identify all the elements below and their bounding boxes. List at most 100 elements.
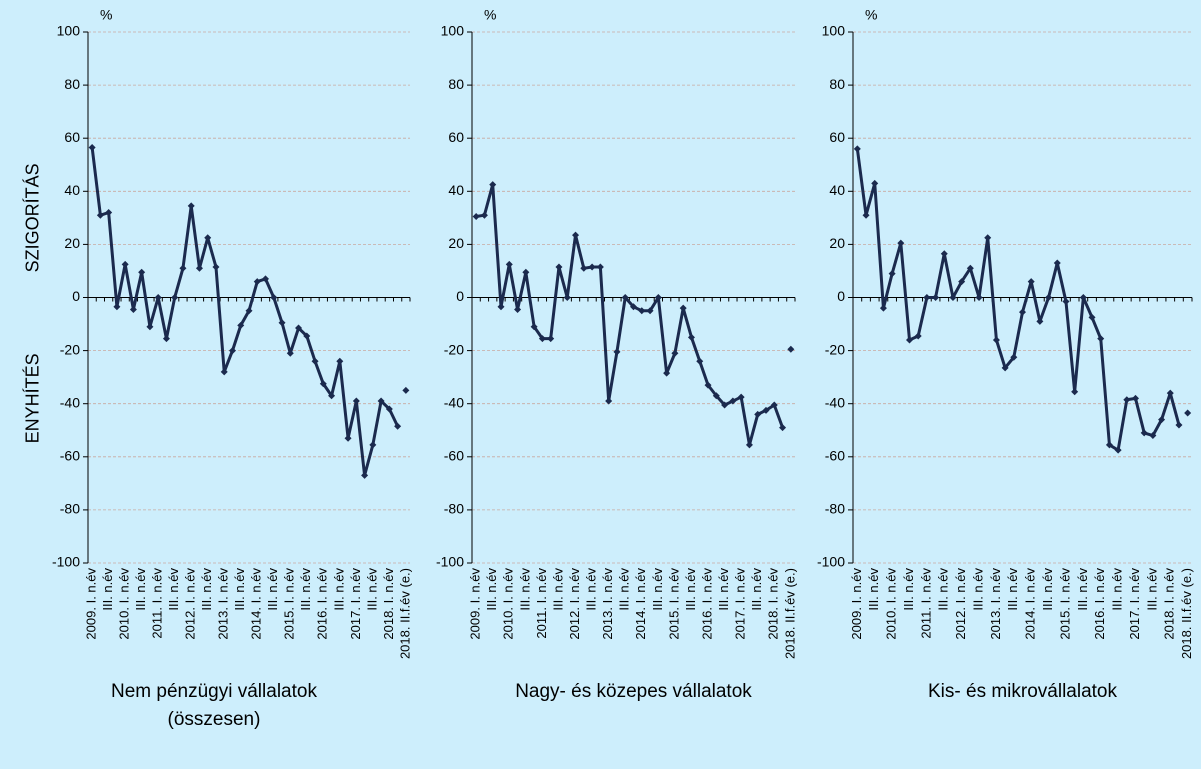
x-tick-label: III. n.év xyxy=(1075,568,1090,611)
y-tick-label: -80 xyxy=(444,501,464,517)
x-tick-label: 2015. I. n.év xyxy=(282,568,297,640)
point xyxy=(992,336,1000,344)
x-tick-label: III. n.év xyxy=(584,568,599,611)
x-tick-label: 2010. I. n.év xyxy=(117,568,132,640)
y-axis-annotation: ENYHÍTÉS xyxy=(23,353,43,443)
point xyxy=(1097,335,1105,343)
point xyxy=(770,401,778,409)
point xyxy=(286,349,294,357)
point xyxy=(671,349,679,357)
x-tick-label: 2018. I. n.év xyxy=(1162,568,1177,640)
x-tick-label: 2016. I. n.év xyxy=(1092,568,1107,640)
point xyxy=(105,209,113,217)
x-tick-label: 2009. I. n.év xyxy=(468,568,483,640)
point xyxy=(328,392,336,400)
x-tick-label: 2012. I. n.év xyxy=(183,568,198,640)
point xyxy=(745,441,753,449)
point xyxy=(958,278,966,286)
y-tick-label: -20 xyxy=(444,341,464,357)
point xyxy=(1123,396,1131,404)
x-tick-label: III. n.év xyxy=(232,568,247,611)
point xyxy=(940,250,948,258)
point xyxy=(319,380,327,388)
y-tick-label: 60 xyxy=(448,129,464,145)
line xyxy=(475,183,784,447)
x-tick-label: III. n.év xyxy=(901,568,916,611)
point xyxy=(394,422,402,430)
x-tick-label: III. n.év xyxy=(166,568,181,611)
point xyxy=(555,263,563,271)
point xyxy=(871,179,879,187)
x-tick-label: 2014. I. n.év xyxy=(633,568,648,640)
point xyxy=(262,275,270,283)
point xyxy=(369,441,377,449)
y-tick-label: -40 xyxy=(444,394,464,410)
x-tick-label: 2018. I. n.év xyxy=(381,568,396,640)
y-tick-label: -40 xyxy=(825,394,845,410)
y-tick-label: -100 xyxy=(817,554,845,570)
x-tick-label: 2010. I. n.év xyxy=(501,568,516,640)
panel-title: Nem pénzügyi vállalatok (összesen) xyxy=(111,681,317,730)
point xyxy=(237,321,245,329)
point xyxy=(530,323,538,331)
x-tick-label: III. n.év xyxy=(298,568,313,611)
y-tick-label: 0 xyxy=(837,288,845,304)
x-tick-label: 2012. I. n.év xyxy=(567,568,582,640)
point xyxy=(154,294,162,301)
point xyxy=(1105,441,1113,449)
panel-title: Kis- és mikrovállalatok xyxy=(928,681,1117,702)
y-tick-label: -20 xyxy=(825,341,845,357)
point xyxy=(121,260,129,268)
point xyxy=(621,294,629,301)
x-tick-label: 2009. I. n.év xyxy=(849,568,864,640)
y-tick-label: 40 xyxy=(829,182,845,198)
x-tick-label: III. n.év xyxy=(1040,568,1055,611)
point xyxy=(704,381,712,389)
panel-title: Nagy- és közepes vállalatok xyxy=(515,681,752,702)
x-tick-label: III. n.év xyxy=(683,568,698,611)
point xyxy=(862,211,870,219)
point xyxy=(888,270,896,278)
point xyxy=(646,307,654,315)
y-tick-label: 20 xyxy=(64,235,80,251)
x-tick-label: 2015. I. n.év xyxy=(1057,568,1072,640)
x-tick-label: 2016. I. n.év xyxy=(699,568,714,640)
point xyxy=(245,307,253,315)
y-tick-label: -40 xyxy=(60,394,80,410)
point xyxy=(984,234,992,242)
point xyxy=(1158,416,1166,424)
point xyxy=(138,268,146,276)
x-tick-label: III. n.év xyxy=(936,568,951,611)
y-tick-label: 20 xyxy=(829,235,845,251)
x-tick-label: 2017. I. n.év xyxy=(348,568,363,640)
point xyxy=(1071,388,1079,396)
x-tick-label: III. n.év xyxy=(133,568,148,611)
point xyxy=(514,305,522,313)
point xyxy=(522,268,530,276)
x-tick-label: III. n.év xyxy=(484,568,499,611)
point xyxy=(696,357,704,365)
point xyxy=(96,211,104,219)
point xyxy=(295,324,303,332)
point xyxy=(754,410,762,418)
y-tick-label: -100 xyxy=(52,554,80,570)
x-tick-label: 2010. I. n.év xyxy=(884,568,899,640)
y-tick-label: 100 xyxy=(441,23,465,39)
line xyxy=(90,147,399,477)
x-tick-label: 2013. I. n.év xyxy=(988,568,1003,640)
x-tick-label: 2011. I. n.év xyxy=(918,568,933,639)
point xyxy=(1184,409,1192,417)
point xyxy=(879,304,887,312)
y-tick-label: 80 xyxy=(829,76,845,92)
x-tick-label: 2011. I. n.év xyxy=(534,568,549,639)
point xyxy=(179,264,187,272)
point xyxy=(129,305,137,313)
point xyxy=(580,264,588,272)
point xyxy=(1132,394,1139,402)
point xyxy=(787,345,795,353)
point xyxy=(588,263,596,271)
unit-label: % xyxy=(865,7,877,23)
point xyxy=(630,303,637,311)
y-tick-label: 0 xyxy=(456,288,464,304)
